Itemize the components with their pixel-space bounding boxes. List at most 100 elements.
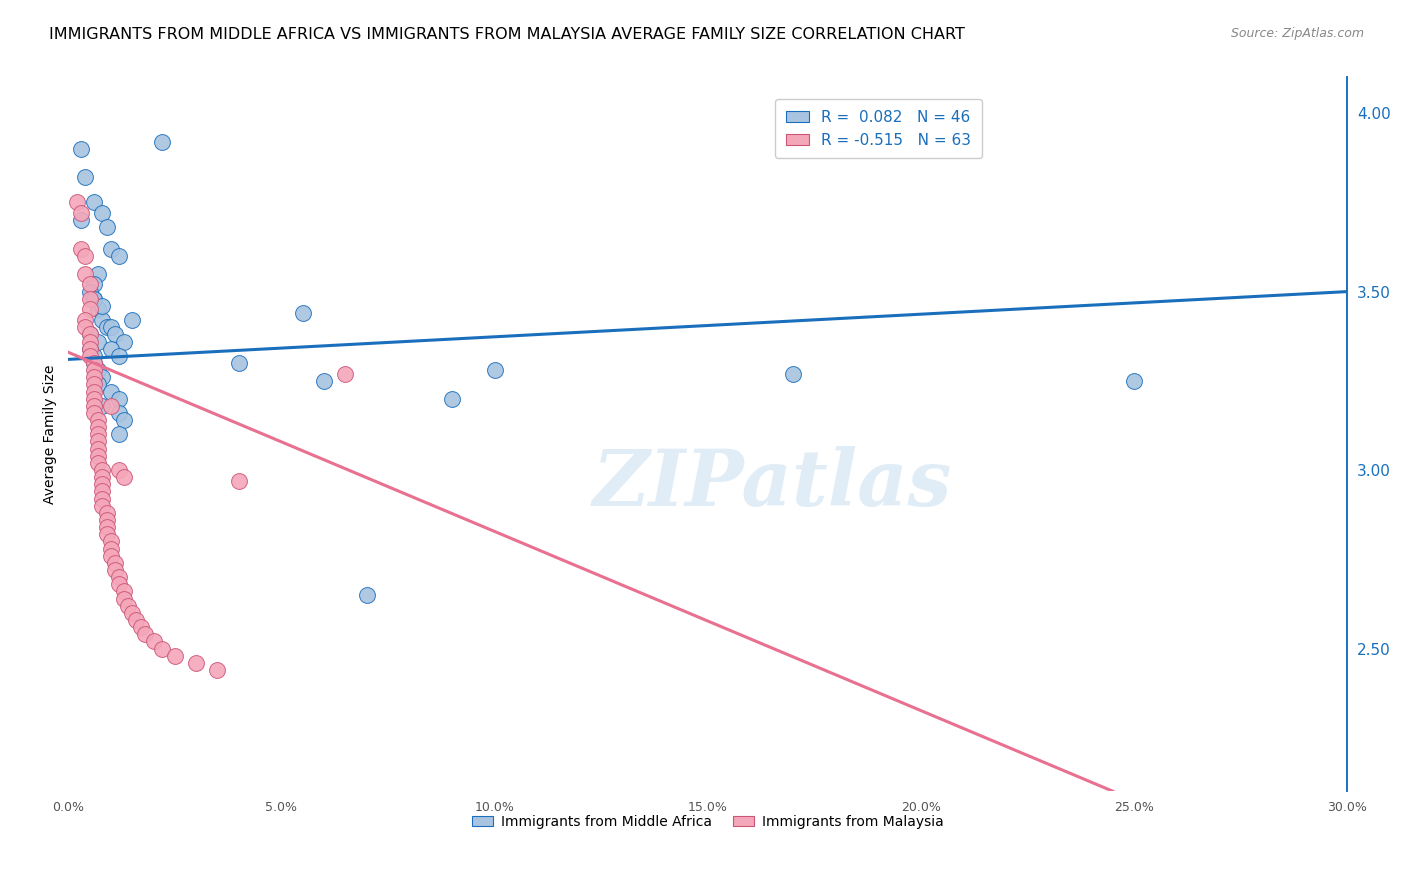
Point <box>228 356 250 370</box>
Point <box>186 656 208 670</box>
Point <box>484 363 506 377</box>
Point <box>91 484 114 499</box>
Point <box>75 249 97 263</box>
Point <box>91 299 114 313</box>
Point <box>83 349 105 363</box>
Point <box>87 334 110 349</box>
Point <box>91 370 114 384</box>
Point <box>70 206 93 220</box>
Point <box>121 313 143 327</box>
Point <box>100 320 122 334</box>
Point <box>79 292 101 306</box>
Point <box>83 384 105 399</box>
Legend: Immigrants from Middle Africa, Immigrants from Malaysia: Immigrants from Middle Africa, Immigrant… <box>467 809 949 834</box>
Point <box>70 213 93 227</box>
Point <box>112 413 135 427</box>
Point <box>291 306 314 320</box>
Point <box>83 356 105 370</box>
Point <box>70 142 93 156</box>
Point <box>440 392 463 406</box>
Point <box>108 406 131 420</box>
Point <box>112 334 135 349</box>
Point <box>87 449 110 463</box>
Point <box>87 434 110 449</box>
Point <box>87 442 110 456</box>
Point <box>112 591 135 606</box>
Point <box>87 377 110 392</box>
Point <box>79 302 101 317</box>
Point <box>100 399 122 413</box>
Point <box>129 620 152 634</box>
Text: ZIPatlas: ZIPatlas <box>592 446 952 523</box>
Point <box>108 577 131 591</box>
Point <box>108 463 131 477</box>
Point <box>79 327 101 342</box>
Point <box>83 292 105 306</box>
Point <box>79 342 101 356</box>
Point <box>91 313 114 327</box>
Point <box>87 456 110 470</box>
Point <box>228 474 250 488</box>
Point <box>108 570 131 584</box>
Point <box>100 534 122 549</box>
Point <box>83 363 105 377</box>
Point <box>104 563 127 577</box>
Point <box>108 392 131 406</box>
Text: Source: ZipAtlas.com: Source: ZipAtlas.com <box>1230 27 1364 40</box>
Point <box>134 627 156 641</box>
Point <box>100 384 122 399</box>
Point <box>112 584 135 599</box>
Point <box>87 363 110 377</box>
Point <box>91 463 114 477</box>
Point <box>96 520 118 534</box>
Point <box>79 334 101 349</box>
Point <box>207 663 229 677</box>
Point <box>66 195 89 210</box>
Point <box>335 367 357 381</box>
Point <box>150 641 173 656</box>
Point <box>91 477 114 491</box>
Point <box>83 377 105 392</box>
Point <box>83 370 105 384</box>
Point <box>96 513 118 527</box>
Y-axis label: Average Family Size: Average Family Size <box>44 365 58 504</box>
Point <box>87 413 110 427</box>
Point <box>83 406 105 420</box>
Point <box>91 399 114 413</box>
Point <box>125 613 148 627</box>
Point <box>91 491 114 506</box>
Point <box>104 327 127 342</box>
Point <box>79 277 101 292</box>
Point <box>100 242 122 256</box>
Point <box>312 374 335 388</box>
Point <box>83 195 105 210</box>
Point <box>87 427 110 442</box>
Point <box>117 599 139 613</box>
Point <box>104 556 127 570</box>
Point <box>75 313 97 327</box>
Point <box>87 302 110 317</box>
Point <box>121 606 143 620</box>
Point <box>75 170 97 185</box>
Point <box>100 549 122 563</box>
Point <box>163 648 186 663</box>
Point <box>75 320 97 334</box>
Point <box>83 399 105 413</box>
Point <box>100 541 122 556</box>
Point <box>87 420 110 434</box>
Point <box>1123 374 1146 388</box>
Point <box>91 499 114 513</box>
Point <box>91 206 114 220</box>
Point <box>96 320 118 334</box>
Point <box>83 277 105 292</box>
Point <box>96 220 118 235</box>
Point <box>91 470 114 484</box>
Point <box>87 267 110 281</box>
Point <box>96 506 118 520</box>
Point <box>79 349 101 363</box>
Point <box>100 342 122 356</box>
Point <box>79 285 101 299</box>
Point <box>108 249 131 263</box>
Point <box>96 527 118 541</box>
Point <box>108 349 131 363</box>
